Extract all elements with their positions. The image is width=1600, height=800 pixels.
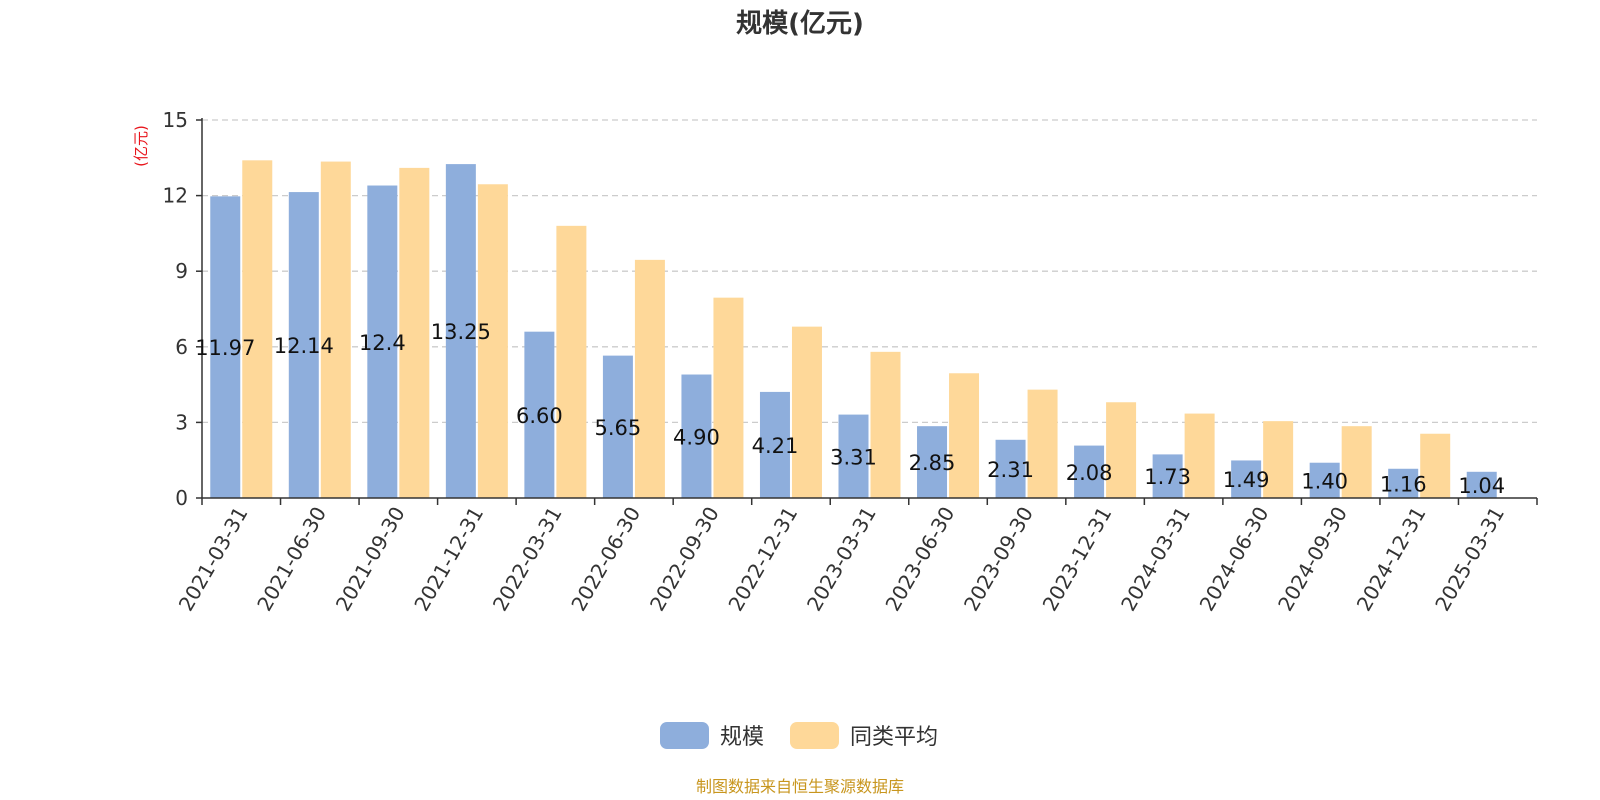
data-label: 12.4 xyxy=(359,331,406,355)
bar-peer-average xyxy=(320,161,351,498)
y-tick-label: 0 xyxy=(175,486,188,510)
bar-scale xyxy=(838,414,869,498)
bar-peer-average xyxy=(1027,389,1058,498)
bar-scale xyxy=(759,391,790,498)
bar-scale xyxy=(210,196,241,498)
bar-scale xyxy=(1309,462,1340,498)
bar-peer-average xyxy=(1184,413,1215,498)
x-tick-label: 2021-12-31 xyxy=(409,502,488,615)
bar-scale xyxy=(681,374,712,498)
data-label: 1.49 xyxy=(1223,468,1270,492)
bar-scale xyxy=(524,331,555,498)
y-tick-label: 12 xyxy=(163,184,188,208)
data-label: 3.31 xyxy=(830,445,877,469)
bar-scale xyxy=(1074,445,1105,498)
data-label: 1.40 xyxy=(1301,469,1348,493)
bar-scale xyxy=(995,439,1026,498)
legend-label: 规模 xyxy=(720,725,764,750)
x-tick-label: 2024-09-30 xyxy=(1273,503,1352,616)
data-label: 12.14 xyxy=(274,334,334,358)
legend-item-peer-average[interactable]: 同类平均 xyxy=(790,722,938,750)
bar-scale xyxy=(445,164,476,498)
data-label: 11.97 xyxy=(195,336,255,360)
bar-scale xyxy=(367,185,398,498)
chart-title: 规模(亿元) xyxy=(736,9,864,39)
bar-peer-average xyxy=(713,297,744,498)
y-tick-label: 3 xyxy=(175,410,188,434)
data-source-note: 制图数据来自恒生聚源数据库 xyxy=(696,777,904,796)
y-axis-ticks: 0 3 6 9 12 15 xyxy=(163,108,203,510)
data-label: 4.21 xyxy=(752,434,799,458)
data-label: 2.85 xyxy=(909,451,956,475)
legend[interactable]: 规模 同类平均 xyxy=(660,722,938,750)
x-tick-label: 2025-03-31 xyxy=(1430,503,1509,616)
data-label: 4.90 xyxy=(673,425,720,449)
data-label: 5.65 xyxy=(595,416,642,440)
x-axis-tick-labels: 2021-03-31 2021-06-30 2021-09-30 2021-12-31… xyxy=(174,502,1509,615)
bar-peer-average xyxy=(949,373,980,498)
bar-scale xyxy=(1231,460,1262,498)
data-label: 1.73 xyxy=(1144,465,1191,489)
data-label: 13.25 xyxy=(431,320,491,344)
bar-scale xyxy=(288,192,319,498)
x-axis xyxy=(201,497,1538,505)
y-tick-label: 9 xyxy=(175,259,188,283)
x-tick-label: 2022-09-30 xyxy=(645,503,724,616)
data-label: 6.60 xyxy=(516,404,563,428)
bar-peer-average xyxy=(477,184,508,498)
x-tick-label: 2023-12-31 xyxy=(1038,503,1117,616)
bar-peer-average xyxy=(870,351,901,498)
bar-peer-average xyxy=(791,326,822,498)
bar-peer-average xyxy=(556,225,587,498)
y-tick-label: 6 xyxy=(175,335,188,359)
bar-peer-average xyxy=(1420,433,1451,498)
x-tick-label: 2021-09-30 xyxy=(331,502,410,615)
x-tick-label: 2021-06-30 xyxy=(252,503,331,616)
bar-peer-average xyxy=(1263,421,1294,498)
x-tick-label: 2024-12-31 xyxy=(1352,503,1431,616)
bar-scale xyxy=(917,426,948,498)
data-label: 1.04 xyxy=(1458,474,1505,498)
data-label: 1.16 xyxy=(1380,472,1427,496)
x-tick-label: 2023-06-30 xyxy=(880,503,959,616)
data-label: 2.08 xyxy=(1066,461,1113,485)
bar-peer-average xyxy=(1106,402,1137,498)
bar-scale xyxy=(602,355,633,498)
legend-item-scale[interactable]: 规模 xyxy=(660,722,764,750)
x-tick-label: 2022-06-30 xyxy=(566,503,645,616)
y-tick-label: 15 xyxy=(163,108,188,132)
data-label: 2.31 xyxy=(987,458,1034,482)
data-labels: 11.97 12.14 12.4 13.25 6.60 5.65 4.90 4.21 3.31 2… xyxy=(195,320,1505,498)
bar-scale xyxy=(1388,468,1419,498)
x-tick-label: 2022-03-31 xyxy=(488,503,567,616)
bar-scale xyxy=(1466,471,1497,498)
x-tick-label: 2023-09-30 xyxy=(959,503,1038,616)
x-tick-label: 2021-03-31 xyxy=(174,503,253,616)
bar-peer-average xyxy=(1341,426,1372,498)
bar-peer-average xyxy=(399,167,430,498)
bar-scale xyxy=(1152,454,1183,498)
legend-swatch xyxy=(660,722,709,749)
bar-peer-average xyxy=(242,160,273,498)
x-tick-label: 2024-03-31 xyxy=(1116,503,1195,616)
x-tick-label: 2024-06-30 xyxy=(1195,503,1274,616)
bar-peer-average xyxy=(634,259,665,498)
y-axis-unit: (亿元) xyxy=(132,125,150,167)
x-tick-label: 2022-12-31 xyxy=(723,503,802,616)
bars xyxy=(210,160,1497,498)
legend-label: 同类平均 xyxy=(850,725,938,750)
x-tick-label: 2023-03-31 xyxy=(802,503,881,616)
legend-swatch xyxy=(790,722,839,749)
